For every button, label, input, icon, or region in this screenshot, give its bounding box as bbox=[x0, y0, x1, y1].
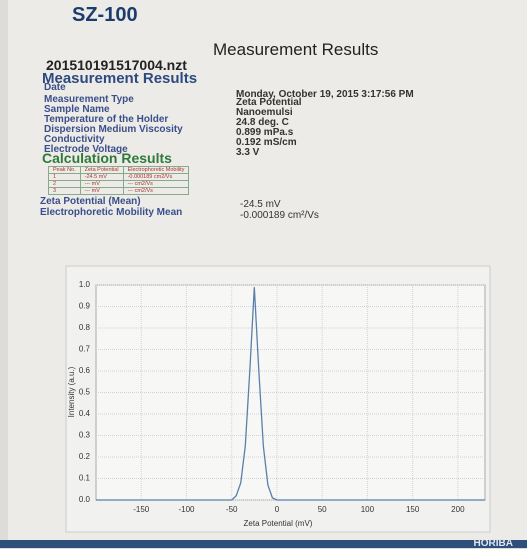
y-tick-label: 0.4 bbox=[79, 409, 91, 418]
y-tick-label: 0.7 bbox=[79, 345, 91, 354]
x-tick-label: 100 bbox=[361, 505, 375, 514]
footer-brand: HORIBA bbox=[474, 538, 513, 549]
y-tick-label: 0.1 bbox=[79, 474, 91, 483]
y-tick-label: 0.9 bbox=[79, 302, 91, 311]
y-tick-label: 0.6 bbox=[79, 366, 91, 375]
x-tick-label: 200 bbox=[451, 505, 465, 514]
y-tick-label: 1.0 bbox=[79, 280, 91, 289]
y-axis-label: Intensity (a.u.) bbox=[67, 366, 76, 417]
footer-bar: HORIBA bbox=[0, 540, 527, 548]
chart: Zeta Potential (mV) Intensity (a.u.) 0.0… bbox=[0, 0, 527, 540]
y-tick-label: 0.5 bbox=[79, 388, 91, 397]
x-tick-label: -100 bbox=[178, 505, 195, 514]
y-tick-label: 0.0 bbox=[79, 495, 91, 504]
x-tick-label: 150 bbox=[406, 505, 420, 514]
x-tick-label: -150 bbox=[133, 505, 150, 514]
y-tick-label: 0.8 bbox=[79, 323, 91, 332]
x-tick-label: 50 bbox=[318, 505, 327, 514]
page: SZ-100 Measurement Results 2015101915170… bbox=[0, 0, 527, 548]
x-tick-label: 0 bbox=[275, 505, 280, 514]
x-tick-label: -50 bbox=[226, 505, 238, 514]
x-axis-label: Zeta Potential (mV) bbox=[244, 519, 313, 528]
y-tick-label: 0.2 bbox=[79, 452, 91, 461]
y-tick-label: 0.3 bbox=[79, 431, 91, 440]
